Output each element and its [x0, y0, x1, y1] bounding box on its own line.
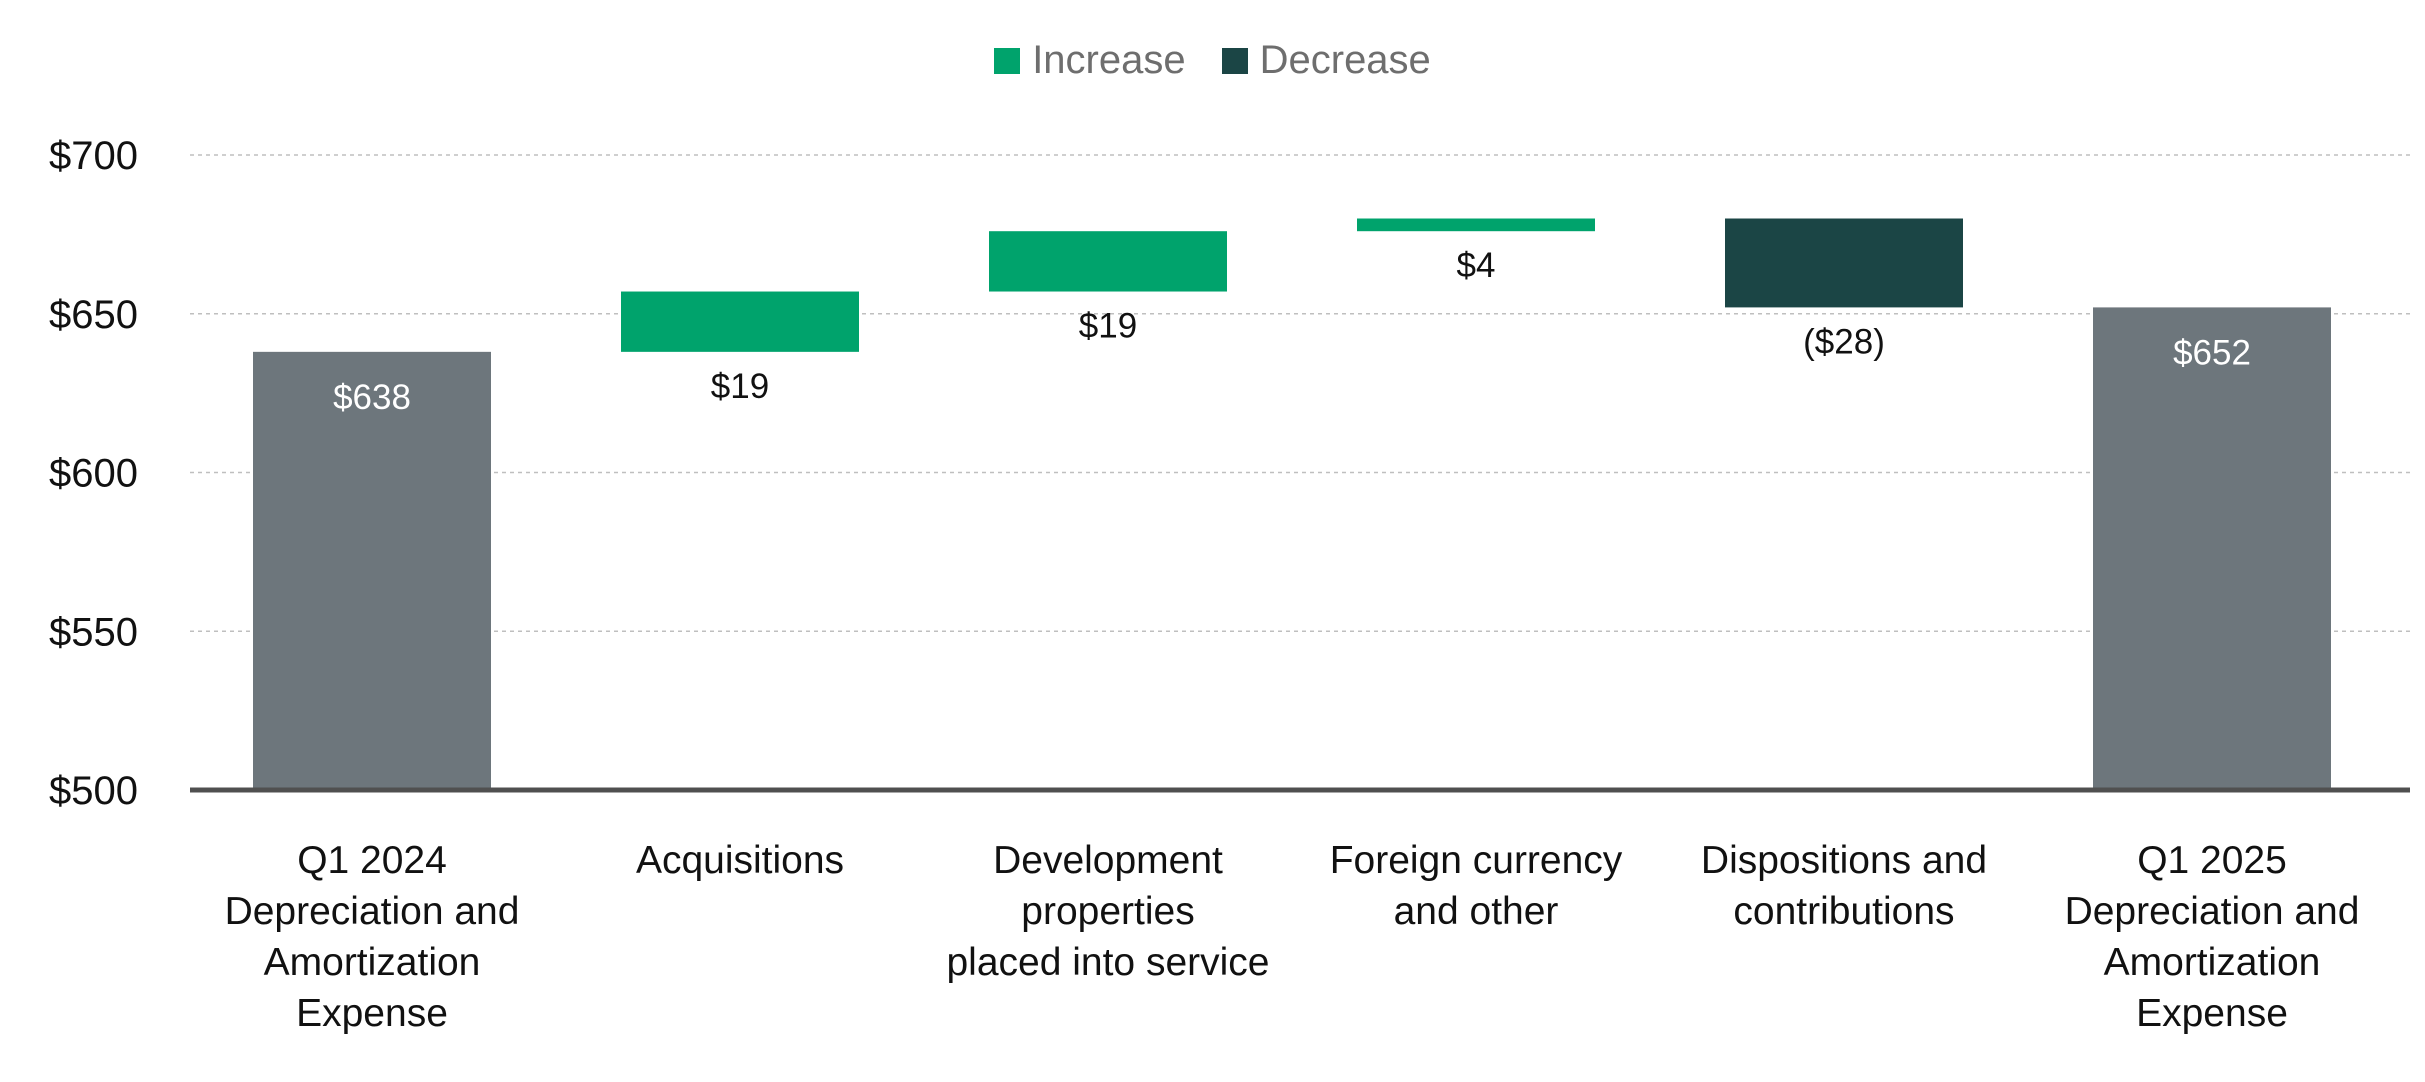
decrease-bar	[1725, 218, 1963, 308]
y-tick-label: $700	[49, 134, 138, 178]
legend: Increase Decrease	[0, 38, 2425, 83]
legend-label-increase: Increase	[1032, 38, 1186, 82]
x-tick-label: Q1 2025 Depreciation and Amortization Ex…	[2064, 839, 2360, 1035]
x-tick-label: Dispositions and contributions	[1700, 839, 1988, 933]
total-bar	[2093, 307, 2331, 790]
increase-bar	[989, 231, 1227, 292]
data-label: $652	[2173, 333, 2251, 372]
y-tick-label: $600	[49, 452, 138, 496]
y-tick-label: $550	[49, 610, 138, 654]
legend-item-decrease: Decrease	[1221, 38, 1431, 83]
increase-bar	[621, 291, 859, 352]
data-label: $638	[333, 378, 411, 417]
data-label: $4	[1457, 246, 1496, 285]
data-label: $19	[1079, 307, 1137, 346]
legend-item-increase: Increase	[994, 38, 1186, 83]
legend-swatch-increase	[994, 47, 1021, 74]
data-label: ($28)	[1803, 322, 1885, 361]
legend-label-decrease: Decrease	[1259, 38, 1431, 82]
x-tick-label: Development properties placed into servi…	[946, 839, 1270, 984]
y-tick-label: $500	[49, 769, 138, 813]
x-tick-label: Foreign currency and other	[1329, 839, 1623, 933]
y-tick-label: $650	[49, 293, 138, 337]
x-tick-label: Acquisitions	[635, 839, 845, 882]
legend-swatch-decrease	[1221, 47, 1248, 74]
increase-bar	[1357, 218, 1595, 232]
total-bar	[253, 351, 491, 790]
data-label: $19	[711, 367, 769, 406]
x-tick-label: Q1 2024 Depreciation and Amortization Ex…	[224, 839, 520, 1035]
